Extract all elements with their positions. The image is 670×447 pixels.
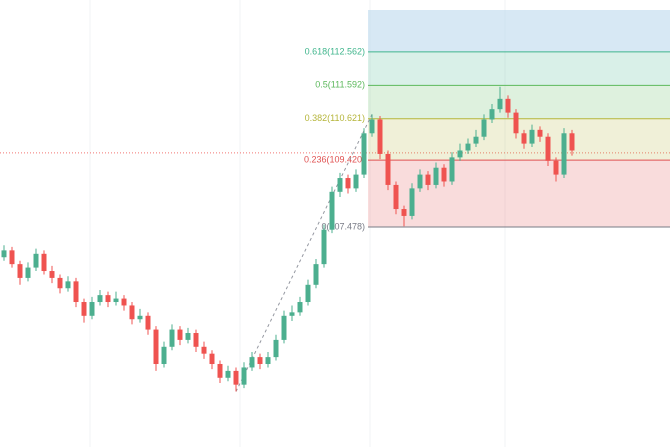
candle-body	[281, 315, 287, 340]
candle-body	[465, 143, 471, 151]
candle-body	[481, 119, 487, 137]
fib-zone	[368, 85, 670, 119]
candle-body	[129, 305, 135, 320]
candle-body	[457, 150, 463, 158]
fib-zone	[368, 160, 670, 228]
candle-body	[369, 119, 375, 134]
candle-body	[113, 298, 119, 303]
candle-body	[137, 315, 143, 320]
candle-body	[393, 184, 399, 210]
candle-body	[441, 167, 447, 182]
candle-body	[273, 339, 279, 358]
candle-body	[545, 136, 551, 161]
candle-body	[305, 284, 311, 303]
fib-zone	[368, 51, 670, 86]
candle-body	[105, 295, 111, 303]
candle-body	[417, 174, 423, 189]
candle-body	[185, 333, 191, 340]
candle-body	[161, 346, 167, 365]
candle-body	[49, 271, 55, 278]
fib-level-label: 0(107.478)	[321, 221, 365, 231]
candle-body	[81, 302, 87, 316]
candle-body	[321, 229, 327, 265]
candle-body	[433, 167, 439, 185]
candle-body	[17, 264, 23, 278]
candle-body	[57, 277, 63, 289]
candle-body	[449, 157, 455, 182]
candle-body	[265, 357, 271, 365]
candle-body	[217, 364, 223, 378]
candle-body	[201, 346, 207, 354]
candle-body	[473, 136, 479, 144]
candle-body	[497, 98, 503, 110]
candle-body	[121, 298, 127, 306]
candle-body	[377, 119, 383, 154]
candle-body	[401, 209, 407, 216]
candle-body	[521, 133, 527, 144]
candle-body	[409, 188, 415, 216]
fib-zone	[368, 118, 670, 161]
candle-body	[385, 153, 391, 185]
candle-body	[169, 329, 175, 347]
candle-body	[289, 312, 295, 316]
candle-body	[41, 253, 47, 272]
candle-body	[297, 302, 303, 313]
candle-body	[145, 315, 151, 330]
candle-body	[73, 281, 79, 303]
fib-level-label: 0.5(111.592)	[315, 80, 365, 90]
candle-body	[97, 295, 103, 303]
candle-body	[65, 281, 71, 289]
fib-zone-top	[368, 10, 670, 52]
candle-body	[337, 178, 343, 192]
candle-body	[329, 191, 335, 230]
candle-body	[209, 353, 215, 365]
candle-body	[177, 329, 183, 340]
candle-body	[241, 367, 247, 385]
candle-body	[489, 109, 495, 120]
candle-body	[33, 253, 39, 268]
candle-body	[89, 302, 95, 316]
candle-body	[1, 250, 7, 258]
candle-body	[153, 329, 159, 365]
candle-body	[233, 370, 239, 385]
candle-body	[25, 267, 31, 278]
candle-body	[313, 264, 319, 285]
candle-body	[425, 174, 431, 185]
fib-level-label: 0.236(109.420)	[304, 155, 365, 165]
fib-level-label: 0.618(112.562)	[305, 46, 365, 56]
fib-level-label: 0.382(110.621)	[305, 113, 365, 123]
candle-body	[249, 357, 255, 368]
candle-body	[345, 178, 351, 189]
candle-body	[537, 129, 543, 137]
candle-body	[257, 357, 263, 365]
candle-body	[529, 129, 535, 144]
candle-body	[505, 98, 511, 113]
candle-body	[561, 133, 567, 175]
candle-body	[9, 250, 15, 265]
candle-body	[569, 133, 575, 151]
candle-body	[361, 133, 367, 175]
candle-body	[225, 370, 231, 378]
candle-body	[553, 160, 559, 175]
candle-body	[353, 174, 359, 189]
candle-body	[513, 112, 519, 134]
candle-body	[193, 333, 199, 347]
